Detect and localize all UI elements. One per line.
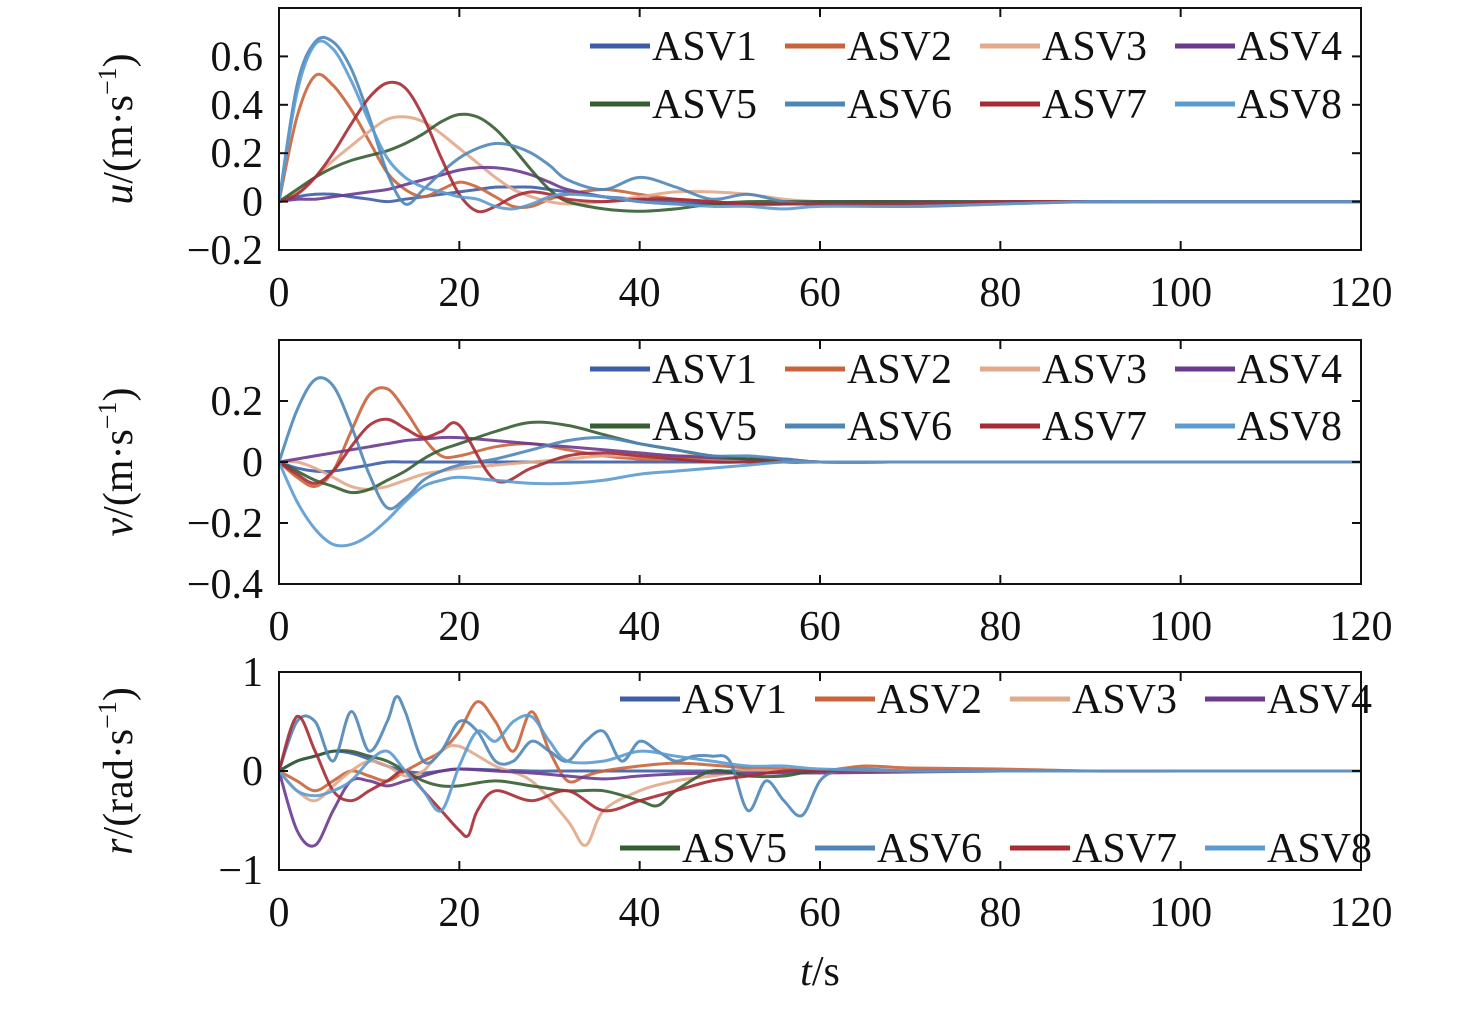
legend-label-asv4: ASV4 — [1237, 347, 1342, 393]
y-tick-label: −0.2 — [187, 228, 263, 274]
legend-label-asv7: ASV7 — [1042, 82, 1147, 128]
series-line-asv5 — [279, 749, 1361, 808]
y-axis-label: v/(m·s−1) — [93, 388, 142, 537]
x-tick-label: 40 — [619, 890, 661, 936]
series-lines — [279, 35, 1361, 214]
legend-label-asv1: ASV1 — [652, 24, 757, 70]
legend-label-asv2: ASV2 — [877, 677, 982, 723]
y-axis-label: r/(rad·s−1) — [93, 687, 142, 855]
x-tick-label: 0 — [269, 270, 290, 316]
x-tick-label: 0 — [269, 890, 290, 936]
y-tick-label: 0 — [242, 180, 263, 226]
legend-label-asv5: ASV5 — [652, 404, 757, 450]
legend-label-asv8: ASV8 — [1237, 404, 1342, 450]
legend-label-asv6: ASV6 — [877, 826, 982, 872]
series-line-asv2 — [279, 72, 1361, 210]
series-line-asv8 — [279, 460, 1361, 548]
x-tick-label: 20 — [438, 890, 480, 936]
y-tick-label: 0.4 — [211, 83, 264, 129]
x-tick-label: 0 — [269, 604, 290, 650]
x-tick-label: 20 — [438, 270, 480, 316]
legend-label-asv6: ASV6 — [847, 404, 952, 450]
x-axis-label: t/s — [800, 949, 840, 995]
y-tick-label: −0.4 — [187, 562, 263, 608]
series-lines — [279, 695, 1361, 848]
x-tick-label: 60 — [799, 270, 841, 316]
y-tick-label: −0.2 — [187, 501, 263, 547]
legend-label-asv3: ASV3 — [1042, 24, 1147, 70]
y-tick-label: 0.2 — [211, 379, 264, 425]
x-tick-label: 80 — [979, 890, 1021, 936]
y-tick-label: 0.6 — [211, 34, 264, 80]
y-tick-label: −1 — [218, 848, 263, 894]
series-lines — [279, 376, 1361, 548]
legend-label-asv2: ASV2 — [847, 24, 952, 70]
series-line-asv2 — [279, 700, 1361, 793]
x-tick-label: 40 — [619, 604, 661, 650]
panel-1: 0 20 40 60 80 100 120−0.200.20.40.6u/(m·s−1) AS… — [93, 7, 1393, 316]
series-line-asv7 — [279, 714, 1361, 839]
series-line-asv3 — [279, 743, 1361, 847]
x-tick-label: 120 — [1330, 890, 1393, 936]
legend-label-asv7: ASV7 — [1072, 826, 1177, 872]
legend-label-asv6: ASV6 — [847, 82, 952, 128]
x-tick-label: 60 — [799, 890, 841, 936]
legend-label-asv1: ASV1 — [652, 347, 757, 393]
series-line-asv6 — [279, 695, 1361, 818]
series-line-asv8 — [279, 39, 1361, 211]
x-tick-label: 40 — [619, 270, 661, 316]
legend-label-asv8: ASV8 — [1237, 82, 1342, 128]
y-tick-label: 0.2 — [211, 131, 264, 177]
y-axis-label: u/(m·s−1) — [93, 53, 142, 204]
series-line-asv7 — [279, 80, 1361, 214]
x-tick-label: 120 — [1330, 270, 1393, 316]
series-line-asv5 — [279, 112, 1361, 213]
y-tick-label: 0 — [242, 440, 263, 486]
legend-label-asv4: ASV4 — [1237, 24, 1342, 70]
panel-2: 0 20 40 60 80 100 120 −0.4 −0.2 0 0.2 v/(m·s−1) ASV1… — [93, 339, 1393, 650]
x-tick-label: 80 — [979, 604, 1021, 650]
legend-label-asv5: ASV5 — [652, 82, 757, 128]
y-tick-label: 0 — [242, 749, 263, 795]
x-tick-label: 120 — [1330, 604, 1393, 650]
legend-label-asv8: ASV8 — [1267, 826, 1372, 872]
x-tick-label: 80 — [979, 270, 1021, 316]
series-line-asv8 — [279, 713, 1361, 813]
y-tick-label: 1 — [242, 650, 263, 696]
legend-label-asv7: ASV7 — [1042, 404, 1147, 450]
legend-label-asv4: ASV4 — [1267, 677, 1372, 723]
x-tick-label: 20 — [438, 604, 480, 650]
series-line-asv6 — [279, 376, 1361, 511]
legend-label-asv1: ASV1 — [682, 677, 787, 723]
legend-label-asv3: ASV3 — [1072, 677, 1177, 723]
legend-label-asv3: ASV3 — [1042, 347, 1147, 393]
x-tick-label: 60 — [799, 604, 841, 650]
x-tick-label: 100 — [1149, 270, 1212, 316]
legend-label-asv2: ASV2 — [847, 347, 952, 393]
x-tick-label: 100 — [1149, 604, 1212, 650]
legend-label-asv5: ASV5 — [682, 826, 787, 872]
x-tick-label: 100 — [1149, 890, 1212, 936]
